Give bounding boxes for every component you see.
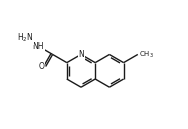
- Text: N: N: [78, 50, 84, 59]
- Text: H$_2$N: H$_2$N: [17, 32, 34, 44]
- Text: O: O: [39, 62, 45, 71]
- Text: CH$_3$: CH$_3$: [139, 49, 154, 60]
- Text: NH: NH: [33, 42, 44, 51]
